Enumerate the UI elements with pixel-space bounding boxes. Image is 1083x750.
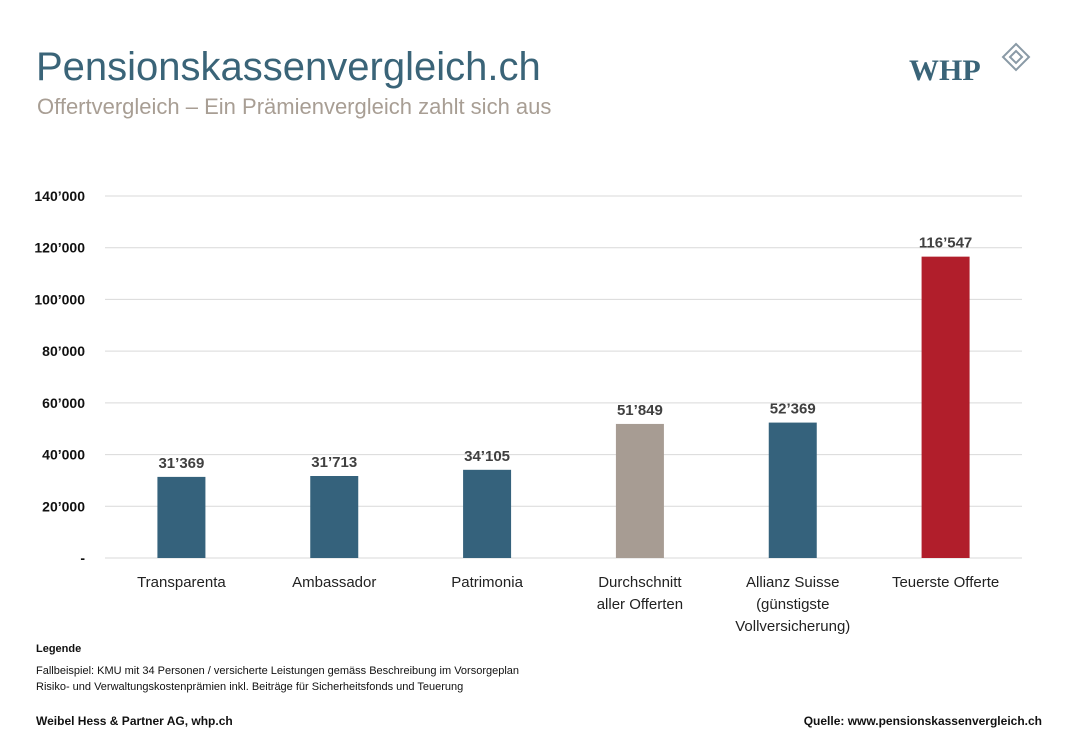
logo-icon [1001, 42, 1031, 72]
y-tick-label: 100’000 [34, 291, 85, 307]
x-tick-label: Ambassador [292, 574, 376, 591]
value-label: 31’369 [158, 455, 204, 472]
value-label: 31’713 [311, 454, 357, 471]
x-tick-label: Allianz Suisse [746, 574, 839, 591]
x-tick-label: Transparenta [137, 574, 226, 591]
y-tick-label: 80’000 [42, 343, 85, 359]
x-tick-label: aller Offerten [597, 596, 683, 613]
value-label: 52’369 [770, 401, 816, 418]
footer-right: Quelle: www.pensionskassenvergleich.ch [804, 714, 1042, 728]
legend-note: Risiko- und Verwaltungskostenprämien ink… [36, 681, 463, 693]
x-tick-label: Durchschnitt [598, 574, 682, 591]
value-label: 116’547 [919, 235, 972, 252]
y-tick-label: 40’000 [42, 447, 85, 463]
legend-heading: Legende [36, 643, 81, 655]
y-tick-label: 140’000 [34, 188, 85, 204]
bar [921, 256, 970, 558]
value-label: 34’105 [464, 448, 510, 465]
y-tick-label: - [80, 550, 85, 566]
x-tick-label: Vollversicherung) [735, 618, 850, 635]
page-title: Pensionskassenvergleich.ch [36, 45, 541, 89]
page-subtitle: Offertvergleich – Ein Prämienvergleich z… [37, 94, 551, 119]
bar [768, 422, 817, 558]
y-tick-label: 20’000 [42, 498, 85, 514]
footer-left: Weibel Hess & Partner AG, whp.ch [36, 714, 233, 728]
value-label: 51’849 [617, 402, 663, 419]
x-tick-label: Teuerste Offerte [892, 574, 999, 591]
bar [463, 469, 512, 558]
y-tick-label: 120’000 [34, 240, 85, 256]
bar [310, 475, 359, 558]
x-tick-label: (günstigste [756, 596, 829, 613]
y-tick-label: 60’000 [42, 395, 85, 411]
legend-note: Fallbeispiel: KMU mit 34 Personen / vers… [36, 665, 519, 677]
x-tick-label: Patrimonia [451, 574, 523, 591]
bar [615, 423, 664, 558]
logo: WHP [909, 54, 981, 87]
bar [157, 476, 206, 558]
